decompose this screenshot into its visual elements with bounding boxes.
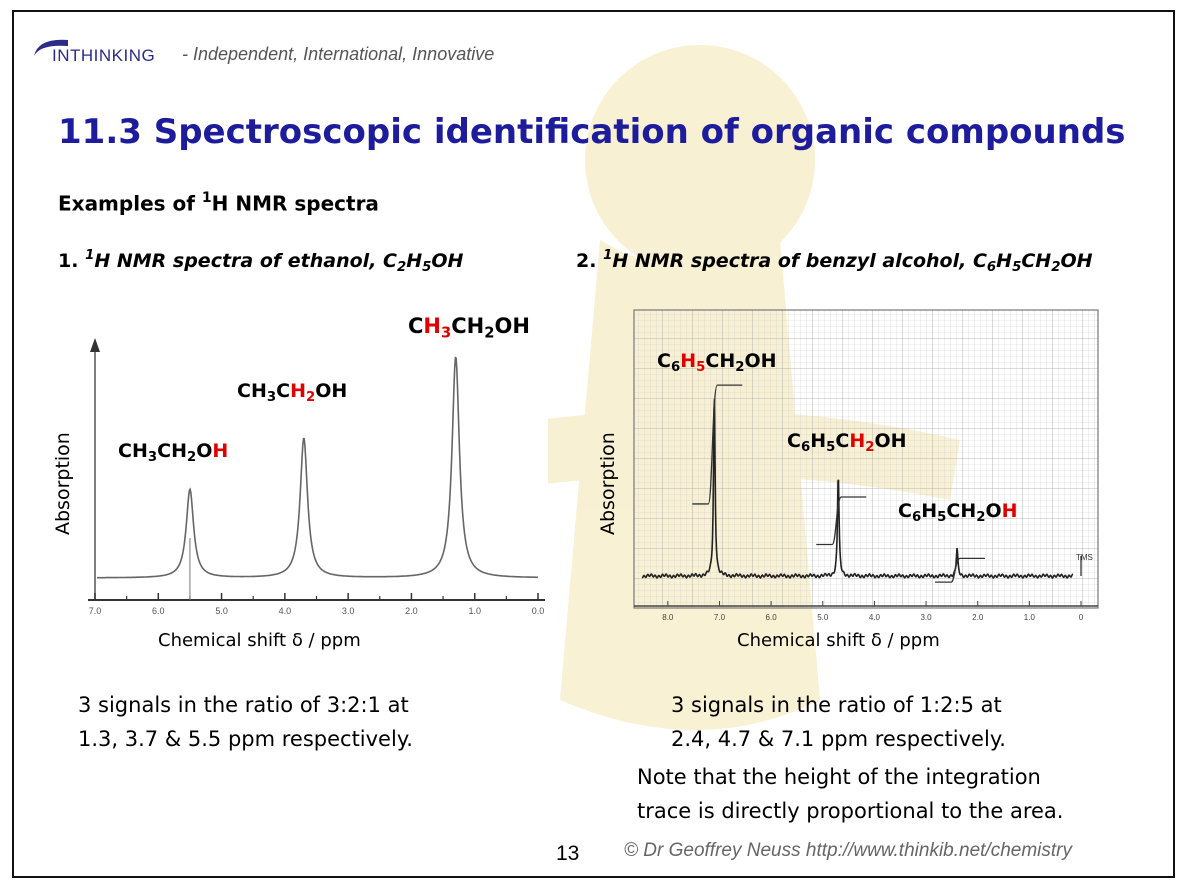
chart-1-y-arrow [90, 338, 100, 352]
integration-trace [816, 496, 867, 546]
peak-label-ch3: CH3CH2OH [408, 314, 530, 342]
chart-2-x-label: Chemical shift δ / ppm [737, 630, 940, 651]
chart-2-tick-label: 2.0 [972, 613, 984, 622]
right-description-line-1: 3 signals in the ratio of 1:2:5 at [671, 693, 1002, 717]
left-description-line-2: 1.3, 3.7 & 5.5 ppm respectively. [78, 727, 413, 751]
chart-2-y-label: Absorption [597, 432, 619, 535]
tms-label: TMS [1076, 553, 1093, 562]
chart-1-y-label: Absorption [52, 432, 74, 535]
chart-2-tick-label: 7.0 [714, 613, 726, 622]
peak-label-benzyl-oh: C6H5CH2OH [898, 500, 1018, 525]
note-line-2: trace is directly proportional to the ar… [637, 799, 1064, 823]
tagline: - Independent, International, Innovative [182, 44, 495, 64]
copyright-credit: © Dr Geoffrey Neuss http://www.thinkib.n… [624, 840, 1072, 861]
chart-1-heading: 1. 1H NMR spectra of ethanol, C2H5OH [58, 248, 464, 275]
chart-1-spectrum-line [97, 356, 538, 579]
ethanol-nmr-chart: 7.0 6.0 5.0 4.0 3.0 2.0 1.0 0.0 [88, 335, 548, 625]
chart-1-tick-label: 0.0 [532, 606, 545, 616]
page-title: 11.3 Spectroscopic identification of org… [58, 112, 1126, 152]
chart-1-tick-label: 4.0 [279, 606, 292, 616]
chart-1-background [88, 335, 548, 625]
chart-2-tick-label: 6.0 [766, 613, 778, 622]
chart-2-tick-label: 5.0 [817, 613, 829, 622]
slide-frame [12, 10, 1175, 878]
chart-1-tick-label: 7.0 [89, 606, 102, 616]
subtitle: Examples of 1H NMR spectra [58, 190, 379, 216]
chart-1-tick-label: 5.0 [215, 606, 228, 616]
benzyl-alcohol-nmr-chart: 8.0 7.0 6.0 5.0 4.0 3.0 2.0 1.0 0 TMS [633, 309, 1099, 622]
right-description-line-2: 2.4, 4.7 & 7.1 ppm respectively. [671, 727, 1006, 751]
integration-trace [692, 384, 743, 505]
inthinking-logo-icon [34, 39, 68, 56]
left-description-line-1: 3 signals in the ratio of 3:2:1 at [78, 693, 409, 717]
page-number: 13 [556, 842, 580, 865]
chart-2-spectrum-line [641, 399, 1074, 580]
note-line-1: Note that the height of the integration [637, 765, 1041, 789]
chart-2-tick-label: 4.0 [869, 613, 881, 622]
chart-1-x-label: Chemical shift δ / ppm [158, 630, 361, 651]
peak-label-c6h5: C6H5CH2OH [657, 350, 777, 375]
chart-1-tick-label: 6.0 [152, 606, 165, 616]
peak-label-benzyl-ch2: C6H5CH2OH [787, 430, 907, 455]
chart-1-tick-label: 2.0 [405, 606, 418, 616]
peak-label-ch2: CH3CH2OH [237, 380, 348, 405]
chart-1-tick-label: 3.0 [342, 606, 355, 616]
chart-2-heading: 2. 1H NMR spectra of benzyl alcohol, C6H… [576, 248, 1093, 275]
chart-2-tick-label: 1.0 [1024, 613, 1036, 622]
integration-trace [935, 557, 986, 583]
chart-2-tick-label: 0 [1079, 613, 1084, 622]
chart-2-tick-label: 8.0 [662, 613, 674, 622]
chart-2-tick-label: 3.0 [920, 613, 932, 622]
chart-1-tick-label: 1.0 [468, 606, 481, 616]
logo-text: INTHINKING [52, 46, 156, 65]
peak-label-oh: CH3CH2OH [118, 440, 229, 465]
